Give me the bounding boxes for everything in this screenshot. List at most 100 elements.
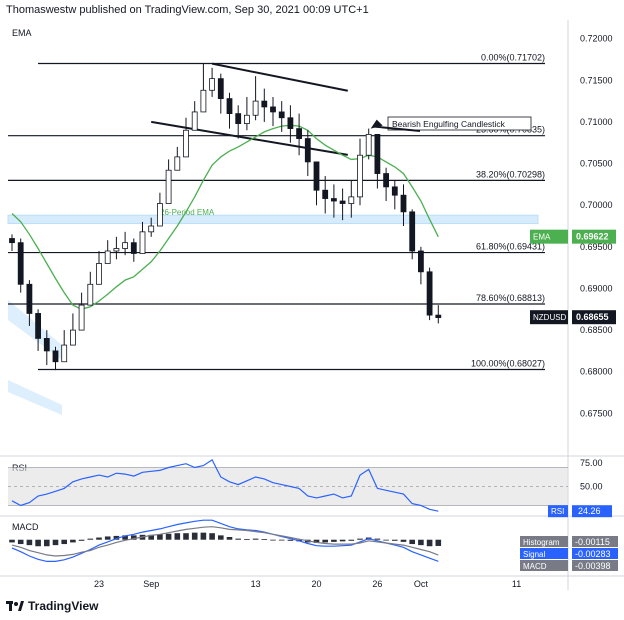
macd-histogram-bar [313,539,320,543]
macd-histogram-bar [409,539,415,545]
fib-level-label: 0.00%(0.71702) [481,52,545,62]
macd-histogram-bar [70,539,76,543]
macd-badge-value: -0.00398 [575,561,611,571]
footer: TradingView [6,599,98,613]
macd-histogram-bar [322,539,328,543]
macd-histogram-bar [148,534,154,540]
macd-badge-value-box [572,548,618,559]
candle-body [209,78,216,91]
badge-label: NZDUSD [533,313,567,322]
candle-body [409,211,416,252]
rsi-badge-value: 24.26 [578,506,601,516]
time-axis-tick: 23 [94,579,104,589]
macd-histogram-bar [44,539,50,547]
macd-histogram-bar [209,533,215,540]
candle-body [122,242,128,249]
macd-histogram-bar [61,539,67,545]
candle-body [26,283,33,314]
rsi-axis-tick: 75.00 [580,458,603,468]
candle-body [156,203,163,227]
annotation-text: Bearish Engulfing Candlestick [392,119,506,129]
candle-body [261,100,268,108]
candle-body [252,100,259,116]
macd-badge-label: Histogram [523,538,560,547]
candle-body [365,134,372,156]
macd-badge-value-box [572,536,618,547]
candle-body [348,196,355,204]
badge-value: 0.69622 [576,232,609,242]
candle-body [17,242,24,285]
macd-badge-value: -0.00115 [575,537,610,547]
macd-histogram-bar [174,533,181,540]
macd-histogram-bar [426,539,433,547]
time-axis-tick: 11 [512,579,521,589]
candle-body [357,154,363,198]
candle-body [383,173,390,188]
tradingview-logo-icon [6,601,24,611]
price-axis-tick: 0.72000 [580,34,613,44]
candle-body [304,138,311,163]
candle-body [165,169,172,204]
candle-body [87,283,94,306]
candle-body [270,106,276,113]
macd-histogram-bar [252,538,259,540]
macd-histogram-bar [278,539,285,541]
trend-channel-line [151,120,348,156]
macd-histogram-bar [26,539,33,546]
macd-histogram-bar [348,539,355,541]
macd-panel-title: MACD [12,522,39,532]
candle-body [191,111,198,131]
rsi-badge-label: RSI [551,507,564,516]
badge-value: 0.68655 [576,312,609,322]
macd-histogram-bar [331,539,337,542]
price-axis-tick: 0.68500 [580,325,613,335]
zone-lower-left [8,380,62,415]
macd-badge-value-box [572,560,618,571]
candle-body [235,113,242,124]
time-axis-tick: 13 [251,579,261,589]
candle-body [183,129,189,158]
candle-body [426,271,433,316]
candle-body [130,242,137,254]
candle-body [78,304,85,331]
candle-body [35,313,41,339]
price-axis-tick: 0.70500 [580,159,613,169]
price-axis-tick: 0.69000 [580,283,613,293]
candle-body [435,314,442,319]
macd-histogram-bar [226,537,233,540]
macd-histogram-bar [183,533,189,540]
badge-label-box [530,310,568,325]
candle-body [217,78,224,100]
macd-badge-label-box [520,560,568,571]
signal-line [11,526,439,557]
fib-level-label: 100.00%(0.68027) [471,358,545,368]
badge-label: EMA [533,233,551,242]
candle-body [52,350,59,363]
candle-body [61,344,68,363]
badge-value-box [572,310,616,325]
candle-body [278,111,285,119]
footer-brand: TradingView [28,599,99,613]
macd-histogram-bar [191,532,198,540]
macd-histogram-bar [122,535,128,540]
price-axis-tick: 0.70000 [580,200,613,210]
time-axis-tick: 20 [311,579,321,589]
trend-channel-line [211,62,348,92]
macd-histogram-bar [261,539,268,540]
candle-body [70,329,76,346]
candle-body [43,338,50,352]
candle-body [374,134,381,174]
macd-histogram-bar [435,539,442,546]
macd-histogram-bar [270,539,276,541]
candle-body [113,248,120,252]
candle-body [200,89,207,113]
macd-histogram-bar [244,539,250,540]
macd-badge-label: Signal [523,550,545,559]
macd-histogram-bar [418,539,424,546]
candle-body [400,194,407,213]
candle-body [9,238,15,244]
candle-body [139,231,146,254]
ema-line-label: 26-Period EMA [160,208,215,217]
fib-level-label: 38.20%(0.70298) [476,169,545,179]
